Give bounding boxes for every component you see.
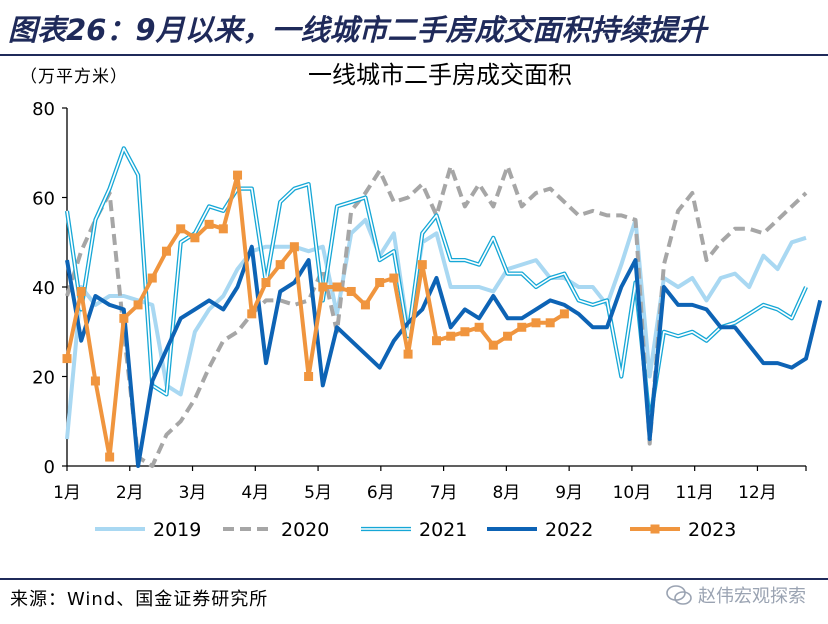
series-line-2022 [65, 244, 823, 468]
data-point-2023 [446, 331, 456, 341]
data-point-2023 [360, 300, 370, 310]
data-point-2023 [147, 273, 157, 283]
source-note: 来源：Wind、国金证券研究所 [10, 589, 269, 610]
x-tick-label: 2月 [116, 483, 144, 503]
data-point-2023 [90, 376, 100, 386]
wechat-icon [666, 585, 692, 605]
figure-title: 图表26：9月以来，一线城市二手房成交面积持续提升 [8, 13, 707, 47]
x-tick-label: 8月 [492, 483, 520, 503]
x-tick-label: 12月 [738, 483, 777, 503]
data-point-2023 [304, 372, 314, 381]
data-point-2023 [62, 354, 72, 364]
y-tick-label: 0 [44, 457, 55, 478]
data-point-2023 [119, 313, 129, 323]
data-point-2023 [517, 322, 527, 332]
data-point-2023 [346, 286, 356, 296]
x-tick-label: 6月 [367, 483, 395, 503]
data-point-2023 [417, 260, 427, 270]
data-point-2023 [261, 278, 271, 288]
y-tick-label: 60 [32, 189, 55, 210]
data-point-2023 [204, 219, 214, 229]
data-point-2023 [488, 340, 498, 350]
legend-label-2020: 2020 [281, 519, 329, 541]
data-point-2023 [161, 246, 171, 256]
data-point-2023 [133, 300, 143, 310]
y-tick-label: 20 [32, 368, 55, 389]
x-tick-label: 1月 [53, 483, 81, 503]
data-point-2023 [247, 309, 257, 319]
x-tick-label: 11月 [675, 483, 714, 503]
data-point-2023 [275, 260, 285, 270]
data-point-2023 [289, 242, 299, 252]
data-point-2023 [332, 282, 342, 292]
series-line-2019 [65, 217, 807, 440]
x-tick-label: 7月 [430, 483, 458, 503]
y-tick-label: 80 [32, 99, 55, 120]
x-tick-label: 3月 [179, 483, 207, 503]
data-point-2023 [318, 282, 328, 292]
y-tick-label: 40 [32, 278, 55, 299]
data-point-2023 [531, 318, 541, 328]
legend-label-2021: 2021 [419, 519, 467, 541]
data-point-2023 [403, 349, 413, 359]
data-point-2023 [559, 309, 569, 319]
legend-marker-2023 [650, 524, 660, 534]
data-point-2023 [389, 273, 399, 283]
data-point-2023 [375, 278, 385, 288]
legend-label-2022: 2022 [545, 519, 593, 541]
data-point-2023 [233, 170, 243, 180]
legend-label-2023: 2023 [688, 519, 736, 541]
data-point-2023 [105, 452, 115, 462]
x-tick-label: 10月 [613, 483, 652, 503]
x-tick-label: 9月 [555, 483, 583, 503]
data-point-2023 [460, 327, 470, 337]
series-line-2020 [65, 164, 808, 468]
source-rule [0, 578, 828, 580]
data-point-2023 [190, 233, 200, 243]
y-axis-unit: （万平方米） [20, 67, 128, 87]
data-point-2023 [503, 331, 513, 341]
x-tick-label: 5月 [304, 483, 332, 503]
data-point-2023 [432, 336, 441, 346]
data-point-2023 [76, 286, 86, 296]
watermark: 赵伟宏观探索 [666, 582, 806, 608]
data-point-2023 [218, 224, 228, 234]
data-point-2023 [474, 322, 484, 332]
data-point-2023 [545, 318, 555, 328]
watermark-text: 赵伟宏观探索 [698, 586, 806, 607]
data-point-2023 [176, 224, 186, 234]
chart-title: 一线城市二手房成交面积 [308, 61, 572, 89]
title-rule [0, 54, 828, 56]
legend-label-2019: 2019 [153, 519, 201, 541]
x-tick-label: 4月 [241, 483, 269, 503]
